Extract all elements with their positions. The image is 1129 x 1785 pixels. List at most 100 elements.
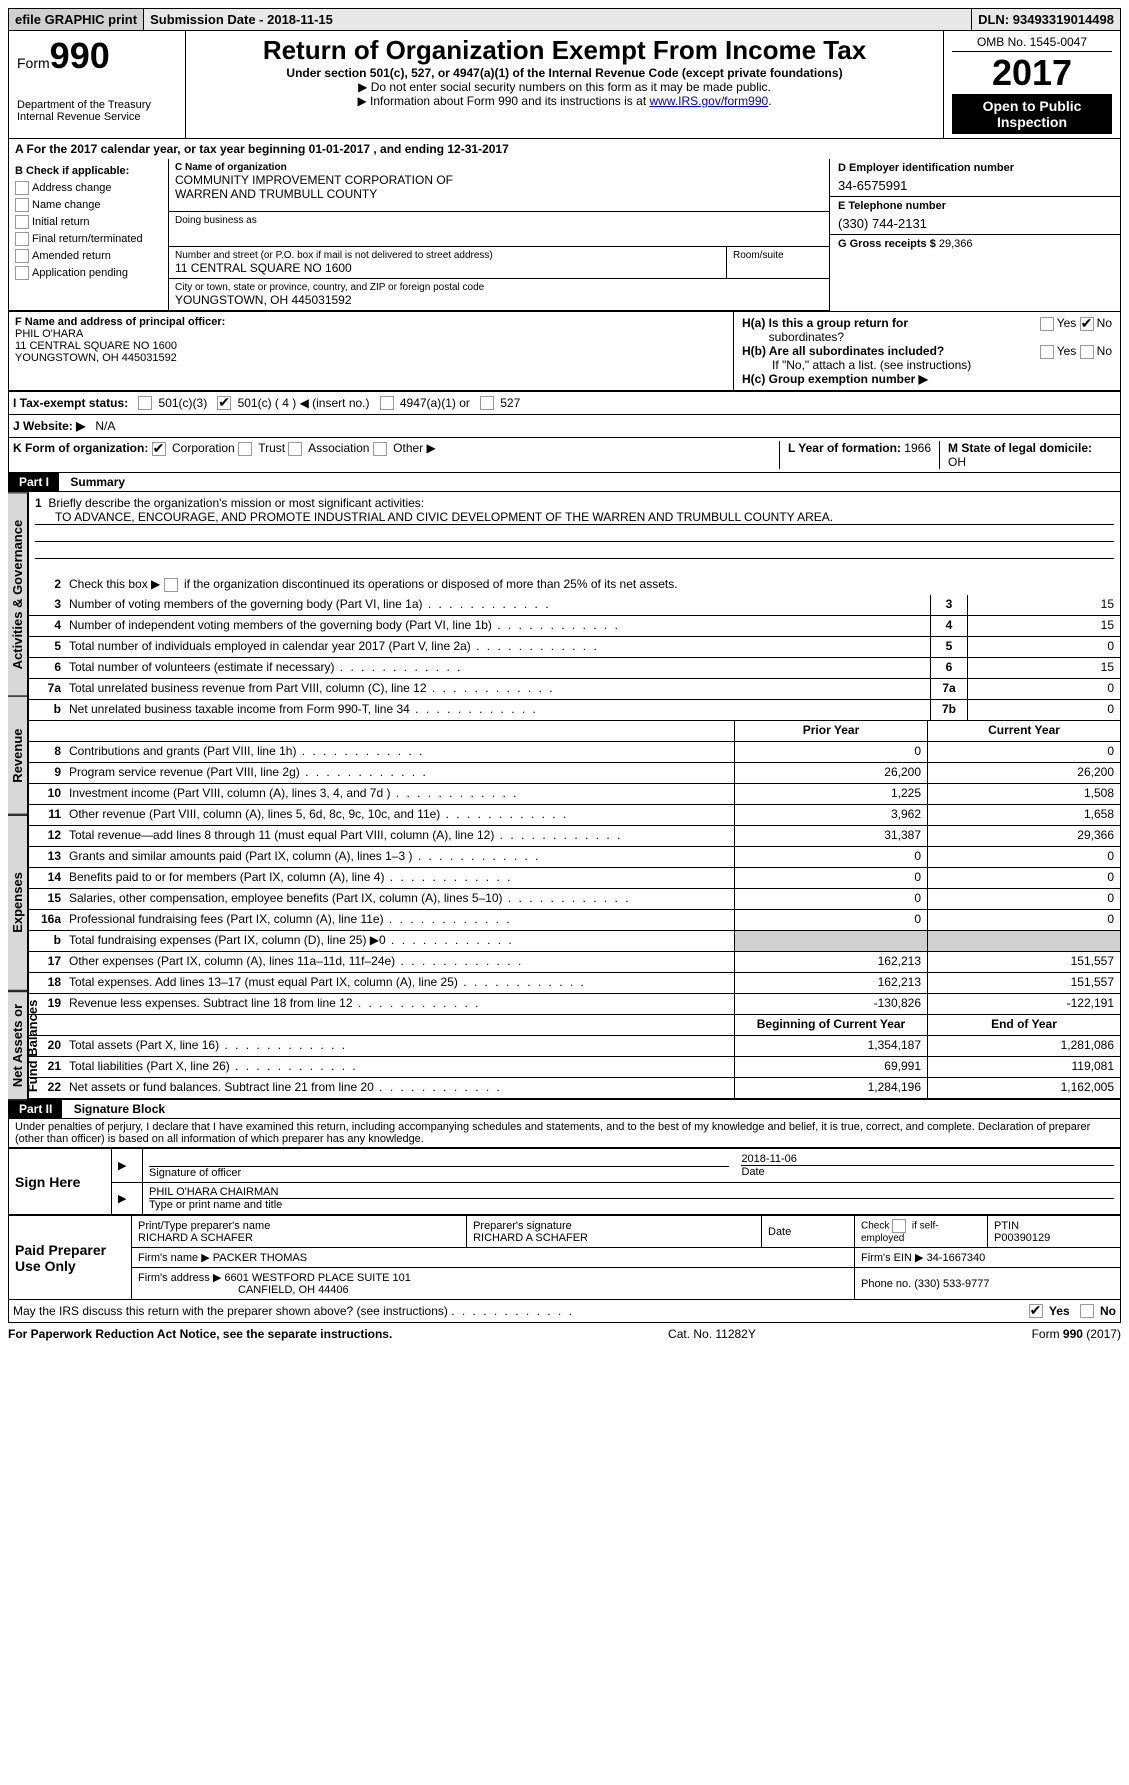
cb-final-return[interactable]: Final return/terminated — [15, 232, 162, 246]
hb-no[interactable]: No — [1097, 344, 1112, 358]
hc-label: H(c) Group exemption number ▶ — [742, 372, 928, 386]
dln-value: 93493319014498 — [1013, 12, 1114, 27]
firm-addr2: CANFIELD, OH 44406 — [138, 1284, 349, 1296]
tab-netassets: Net Assets or Fund Balances — [8, 991, 28, 1100]
i-527[interactable]: 527 — [500, 396, 520, 410]
cb-application-pending[interactable]: Application pending — [15, 266, 162, 280]
k-corp[interactable]: Corporation — [172, 441, 235, 455]
org-name-2: WARREN AND TRUMBULL COUNTY — [175, 187, 823, 201]
room-label: Room/suite — [733, 250, 823, 261]
gross-value: 29,366 — [939, 238, 973, 250]
summary-line-19: 19Revenue less expenses. Subtract line 1… — [29, 994, 1120, 1015]
i-501c3[interactable]: 501(c)(3) — [159, 396, 208, 410]
summary-line-12: 12Total revenue—add lines 8 through 11 (… — [29, 826, 1120, 847]
gross-label: G Gross receipts $ — [838, 238, 939, 250]
part1-header: Part I Summary — [8, 473, 1121, 492]
section-h: H(a) Is this a group return for Yes No s… — [734, 312, 1120, 390]
phone-value: (330) 533-9777 — [914, 1278, 989, 1290]
instruction-link-prefix: ▶ Information about Form 990 and its ins… — [357, 94, 649, 108]
i-4947[interactable]: 4947(a)(1) or — [400, 396, 470, 410]
dept-treasury: Department of the Treasury — [17, 99, 177, 111]
l1-label: Briefly describe the organization's miss… — [48, 496, 424, 510]
efile-print-button[interactable]: efile GRAPHIC print — [9, 9, 144, 30]
footer-left: For Paperwork Reduction Act Notice, see … — [8, 1327, 392, 1341]
section-a: A For the 2017 calendar year, or tax yea… — [8, 139, 1121, 159]
summary-line-13: 13Grants and similar amounts paid (Part … — [29, 847, 1120, 868]
prep-name-label: Print/Type preparer's name — [138, 1220, 460, 1232]
instruction-link-row: ▶ Information about Form 990 and its ins… — [190, 94, 939, 108]
city-label: City or town, state or province, country… — [175, 282, 823, 293]
k-other[interactable]: Other ▶ — [393, 441, 436, 455]
part1-title: Summary — [62, 475, 125, 489]
col-current: Current Year — [927, 721, 1120, 741]
cb-address-change-label: Address change — [32, 182, 112, 194]
discuss-no[interactable]: No — [1100, 1304, 1116, 1318]
sig-date-label: Date — [741, 1166, 1114, 1178]
section-b-c-d: B Check if applicable: Address change Na… — [8, 159, 1121, 312]
cb-address-change[interactable]: Address change — [15, 181, 162, 195]
part1-body: Activities & Governance Revenue Expenses… — [8, 492, 1121, 1100]
section-d-e-g: D Employer identification number 34-6575… — [830, 159, 1120, 311]
hb-label: H(b) Are all subordinates included? — [742, 344, 944, 358]
officer-addr2: YOUNGSTOWN, OH 445031592 — [15, 352, 177, 364]
firm-name-label: Firm's name ▶ — [138, 1252, 213, 1264]
signature-table: Sign Here ▶ Signature of officer 2018-11… — [8, 1148, 1121, 1215]
firm-ein-label: Firm's EIN ▶ — [861, 1252, 927, 1264]
summary-line-3: 3Number of voting members of the governi… — [29, 595, 1120, 616]
ein-value: 34-6575991 — [838, 174, 1112, 193]
ptin-value: P00390129 — [994, 1232, 1114, 1244]
part1-badge: Part I — [9, 473, 59, 491]
summary-line-b: bTotal fundraising expenses (Part IX, co… — [29, 931, 1120, 952]
section-f-h: F Name and address of principal officer:… — [8, 312, 1121, 392]
section-f: F Name and address of principal officer:… — [9, 312, 734, 390]
form-number: 990 — [50, 35, 110, 76]
section-c: C Name of organization COMMUNITY IMPROVE… — [169, 159, 830, 311]
cb-name-change[interactable]: Name change — [15, 198, 162, 212]
omb-number: OMB No. 1545-0047 — [952, 35, 1112, 52]
phone-label: Phone no. — [861, 1278, 914, 1290]
summary-line-6: 6Total number of volunteers (estimate if… — [29, 658, 1120, 679]
summary-line-7b: bNet unrelated business taxable income f… — [29, 700, 1120, 721]
ha-no[interactable]: No — [1097, 316, 1112, 330]
firm-ein: 34-1667340 — [927, 1252, 986, 1264]
summary-line-11: 11Other revenue (Part VIII, column (A), … — [29, 805, 1120, 826]
mission-text: TO ADVANCE, ENCOURAGE, AND PROMOTE INDUS… — [35, 510, 1114, 525]
org-name-1: COMMUNITY IMPROVEMENT CORPORATION OF — [175, 173, 823, 187]
ha-yes[interactable]: Yes — [1057, 316, 1077, 330]
officer-addr1: 11 CENTRAL SQUARE NO 1600 — [15, 340, 177, 352]
hb-note: If "No," attach a list. (see instruction… — [742, 358, 1112, 372]
form-title: Return of Organization Exempt From Incom… — [190, 35, 939, 66]
section-i: I Tax-exempt status: 501(c)(3) 501(c) ( … — [8, 392, 1121, 415]
tax-year: 2017 — [952, 52, 1112, 94]
header-center: Return of Organization Exempt From Incom… — [186, 31, 943, 138]
section-j: J Website: ▶ N/A — [8, 415, 1121, 438]
summary-line-5: 5Total number of individuals employed in… — [29, 637, 1120, 658]
i-501c[interactable]: 501(c) ( 4 ) ◀ (insert no.) — [238, 396, 370, 410]
ptin-label: PTIN — [994, 1220, 1114, 1232]
footer-mid: Cat. No. 11282Y — [668, 1327, 756, 1341]
i-label: I Tax-exempt status: — [13, 396, 128, 410]
k-trust[interactable]: Trust — [258, 441, 285, 455]
summary-line-4: 4Number of independent voting members of… — [29, 616, 1120, 637]
irs-link[interactable]: www.IRS.gov/form990 — [649, 94, 768, 108]
prep-name: RICHARD A SCHAFER — [138, 1232, 460, 1244]
net-header: Beginning of Current Year End of Year — [29, 1015, 1120, 1036]
submission-date: Submission Date - 2018-11-15 — [144, 9, 971, 30]
k-label: K Form of organization: — [13, 441, 148, 455]
cb-initial-return[interactable]: Initial return — [15, 215, 162, 229]
discuss-yes[interactable]: Yes — [1049, 1304, 1070, 1318]
form-label: Form — [17, 55, 50, 71]
sign-here: Sign Here — [9, 1149, 112, 1215]
footer: For Paperwork Reduction Act Notice, see … — [8, 1323, 1121, 1341]
hb-yes[interactable]: Yes — [1057, 344, 1077, 358]
k-assoc[interactable]: Association — [308, 441, 369, 455]
prep-sig: RICHARD A SCHAFER — [473, 1232, 755, 1244]
tab-expenses: Expenses — [8, 815, 28, 991]
col-begin: Beginning of Current Year — [734, 1015, 927, 1035]
cb-final-return-label: Final return/terminated — [32, 233, 143, 245]
cb-amended-return[interactable]: Amended return — [15, 249, 162, 263]
b-title: B Check if applicable: — [15, 165, 162, 177]
sig-officer-label: Signature of officer — [149, 1167, 729, 1179]
prep-date-label: Date — [762, 1216, 855, 1248]
open-line1: Open to Public — [983, 98, 1082, 114]
